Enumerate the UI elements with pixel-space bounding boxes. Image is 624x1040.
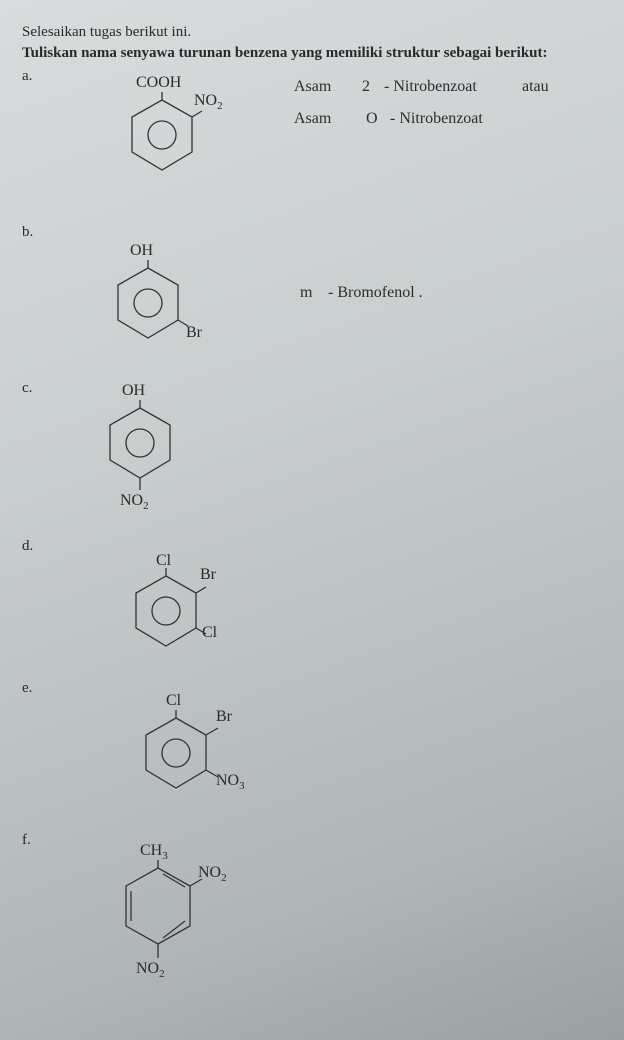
- a-ans1-word2: 2: [362, 78, 370, 96]
- b-ans-word2: - Bromofenol .: [328, 284, 423, 302]
- item-f: f. CH3 NO2 NO2: [22, 832, 606, 992]
- header-line1: Selesaikan tugas berikut ini.: [22, 24, 606, 41]
- item-f-letter: f.: [22, 832, 606, 849]
- item-a: a. COOH NO2 Asam 2 - Nitrobenzoat atau A…: [22, 68, 606, 218]
- b-ans-word1: m: [300, 284, 312, 302]
- item-d-letter: d.: [22, 538, 606, 555]
- b-sub-top: OH: [130, 242, 153, 260]
- item-b: b. OH Br m - Bromofenol .: [22, 224, 606, 374]
- worksheet-page: Selesaikan tugas berikut ini. Tuliskan n…: [0, 0, 624, 1040]
- a-ans2-word3: - Nitrobenzoat: [390, 110, 483, 128]
- item-d: d. Cl Br Cl: [22, 538, 606, 674]
- a-sub-top: COOH: [136, 74, 181, 92]
- item-e: e. Cl Br NO3: [22, 680, 606, 826]
- item-c: c. OH NO2: [22, 380, 606, 532]
- a-ans2-word1: Asam: [294, 110, 331, 128]
- c-benzene: [90, 400, 230, 550]
- c-sub-top: OH: [122, 382, 145, 400]
- a-ans1-word1: Asam: [294, 78, 331, 96]
- a-ans1-word3: - Nitrobenzoat: [384, 78, 477, 96]
- e-benzene: [126, 710, 276, 830]
- item-c-letter: c.: [22, 380, 606, 397]
- d-benzene: [116, 568, 256, 688]
- item-e-letter: e.: [22, 680, 606, 697]
- item-b-letter: b.: [22, 224, 606, 241]
- a-ans2-word2: O: [366, 110, 378, 128]
- f-benzene: [108, 860, 258, 1010]
- b-benzene: [98, 260, 238, 380]
- e-sub-top: Cl: [166, 692, 181, 710]
- a-benzene: [112, 92, 252, 202]
- header-line2: Tuliskan nama senyawa turunan benzena ya…: [22, 45, 606, 62]
- a-ans1-word4: atau: [522, 78, 549, 96]
